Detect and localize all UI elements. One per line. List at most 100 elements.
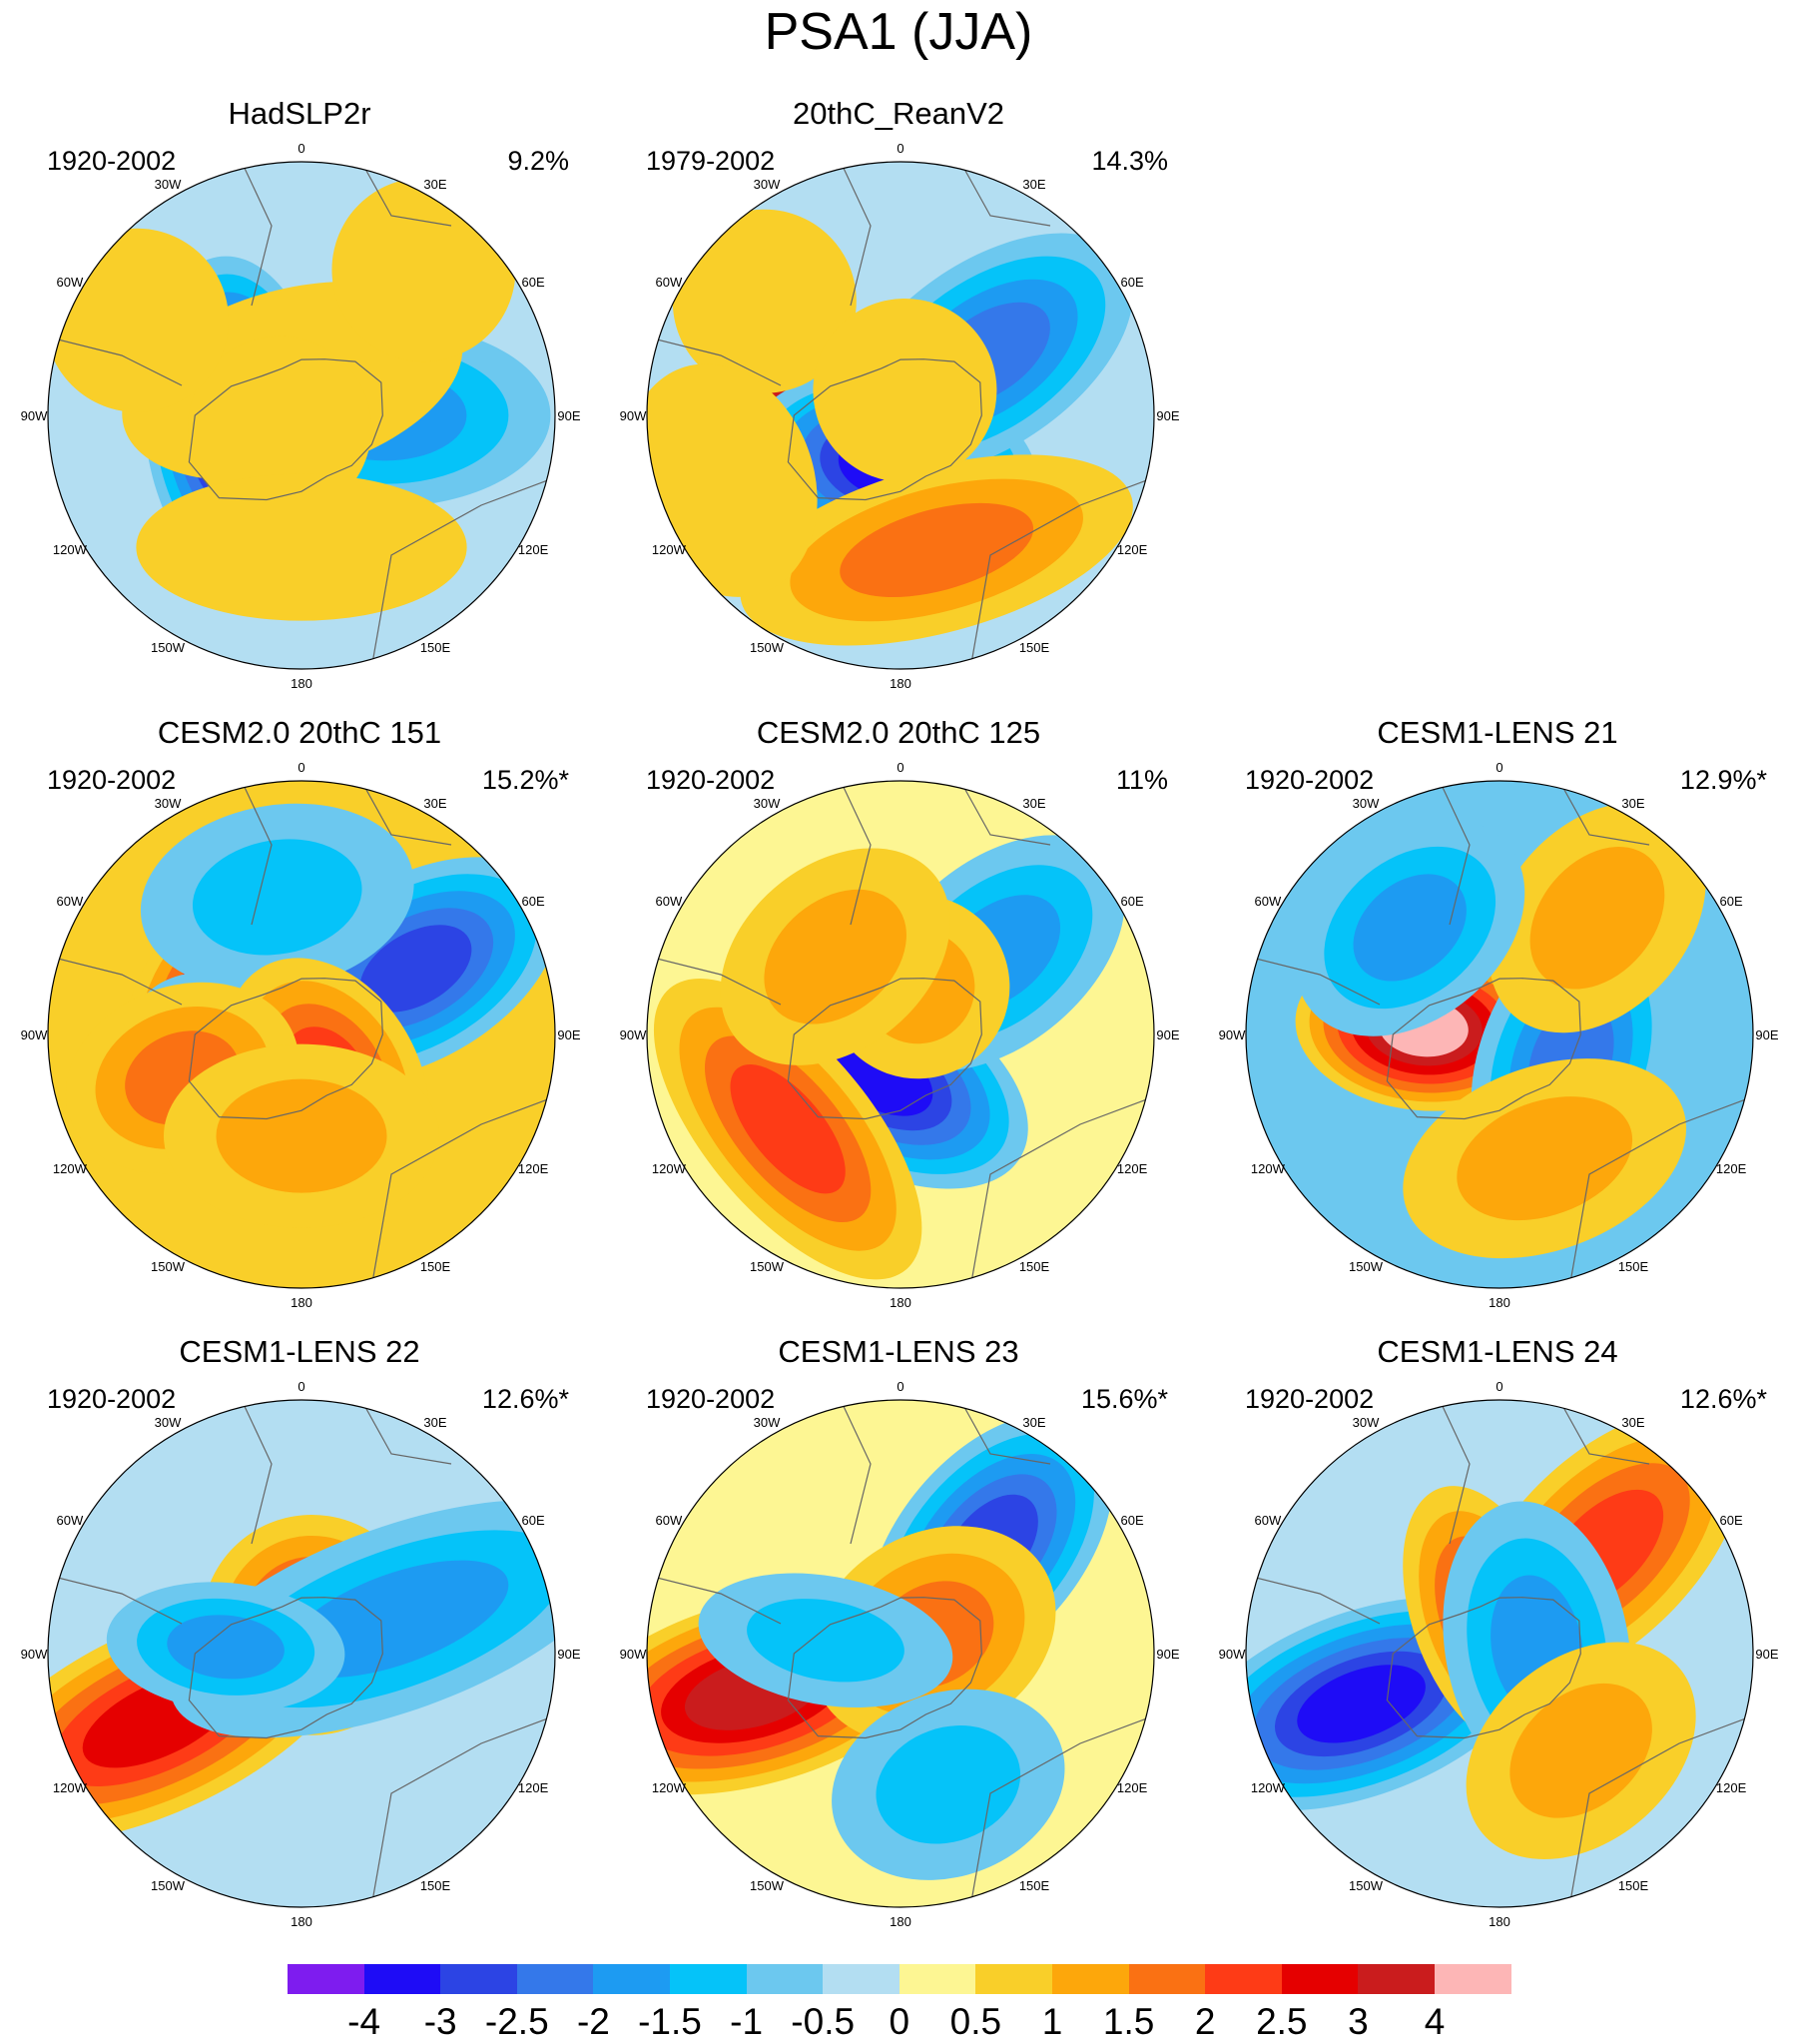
panel-variance: 14.3% — [1091, 146, 1168, 176]
colorbar-cell — [898, 1964, 976, 1994]
longitude-label: 150E — [1618, 1878, 1649, 1893]
longitude-label: 90W — [620, 1027, 647, 1042]
coastline — [48, 1573, 183, 1625]
panel-variance: 12.6%* — [481, 1384, 569, 1414]
contour-level — [876, 1725, 1021, 1844]
longitude-label: 30E — [423, 796, 446, 811]
coastline — [48, 335, 183, 386]
contour-level — [672, 209, 857, 393]
contour-level — [764, 889, 906, 1024]
colorbar-cell — [363, 1964, 441, 1994]
longitude-label: 0 — [298, 1379, 304, 1394]
map-border — [1245, 780, 1754, 1289]
longitude-label: 30E — [1022, 796, 1045, 811]
polar-map: 0 30E 60E 90E 120E 150E 180 150W 120W 90W 60W 30W — [21, 1379, 581, 1929]
colorbar-tick-label: 4 — [1424, 2001, 1446, 2042]
panel-variance: 12.9%* — [1679, 765, 1767, 795]
colorbar-cell — [823, 1964, 900, 1994]
longitude-label: 60E — [1720, 1513, 1743, 1528]
antarctica-coastline — [1386, 978, 1581, 1120]
panel-years: 1920-2002 — [47, 765, 177, 795]
coastline — [959, 781, 1051, 846]
longitude-label: 150E — [420, 1878, 451, 1893]
longitude-label: 30W — [155, 177, 182, 192]
panel-years: 1920-2002 — [1245, 765, 1375, 795]
longitude-label: 150E — [420, 1259, 451, 1274]
longitude-label: 120E — [518, 1780, 549, 1795]
polar-map: 0 30E 60E 90E 120E 150E 180 150W 120W 90W 60W 30W — [620, 760, 1180, 1310]
coastline — [969, 1093, 1154, 1288]
panel-years: 1920-2002 — [47, 1384, 177, 1414]
longitude-label: 120E — [1117, 542, 1148, 557]
coastline — [1568, 1093, 1753, 1288]
longitude-label: 90W — [21, 1027, 48, 1042]
longitude-label: 0 — [1496, 1379, 1502, 1394]
longitude-label: 120W — [53, 1780, 88, 1795]
longitude-label: 150W — [750, 640, 785, 655]
longitude-label: 90E — [557, 408, 580, 423]
longitude-label: 60E — [1121, 275, 1144, 290]
longitude-label: 180 — [291, 1914, 312, 1929]
colorbar-tick-label: -1 — [730, 2001, 764, 2042]
longitude-label: 90E — [1156, 408, 1179, 423]
colorbar-tick-label: 0.5 — [949, 2001, 1002, 2042]
longitude-label: 120W — [652, 542, 687, 557]
longitude-label: 120W — [53, 1161, 88, 1176]
colorbar-tick-label: -4 — [347, 2001, 381, 2042]
longitude-label: 30W — [754, 1415, 781, 1430]
figure-title: PSA1 (JJA) — [764, 3, 1033, 61]
panel-title: CESM1-LENS 24 — [1377, 1334, 1618, 1369]
coastline — [370, 474, 555, 669]
coastline — [959, 1400, 1051, 1465]
longitude-label: 150W — [1349, 1259, 1384, 1274]
contour-level — [192, 839, 362, 956]
map-border — [47, 1399, 556, 1908]
contour-level — [730, 1064, 846, 1194]
longitude-label: 60E — [522, 275, 545, 290]
antarctica-coastline — [188, 978, 383, 1120]
longitude-label: 30W — [754, 796, 781, 811]
longitude-label: 60W — [656, 275, 683, 290]
antarctica-coastline — [787, 358, 982, 501]
map-border — [646, 780, 1155, 1289]
coastline — [647, 1573, 782, 1625]
panel-variance: 12.6%* — [1679, 1384, 1767, 1414]
colorbar-cell — [1281, 1964, 1359, 1994]
longitude-label: 30W — [1353, 796, 1380, 811]
panel-variance: 15.2%* — [481, 765, 569, 795]
colorbar-cell — [1358, 1964, 1436, 1994]
polar-map: 0 30E 60E 90E 120E 150E 180 150W 120W 90W 60W 30W — [21, 760, 581, 1310]
longitude-label: 0 — [897, 1379, 903, 1394]
colorbar-cell — [670, 1964, 748, 1994]
panel-years: 1920-2002 — [646, 1384, 776, 1414]
longitude-label: 150E — [420, 640, 451, 655]
colorbar-cell — [746, 1964, 824, 1994]
longitude-label: 150W — [151, 1878, 186, 1893]
panel-title: CESM1-LENS 21 — [1377, 715, 1618, 750]
antarctica-coastline — [188, 1597, 383, 1739]
longitude-label: 120E — [518, 542, 549, 557]
panel-variance: 9.2% — [507, 146, 569, 176]
coastline — [1246, 1573, 1381, 1625]
longitude-label: 30W — [754, 177, 781, 192]
coastline — [360, 781, 452, 846]
colorbar-cell — [440, 1964, 518, 1994]
longitude-label: 120E — [1117, 1780, 1148, 1795]
longitude-label: 60E — [1121, 1513, 1144, 1528]
longitude-label: 30E — [423, 177, 446, 192]
panel-title: CESM2.0 20thC 151 — [157, 715, 442, 750]
coastline — [241, 781, 273, 926]
longitude-label: 150E — [1618, 1259, 1649, 1274]
colorbar-cell — [593, 1964, 671, 1994]
colorbar-tick-label: 1 — [1041, 2001, 1063, 2042]
map-border — [1245, 1399, 1754, 1908]
longitude-label: 180 — [890, 676, 911, 691]
coastline — [969, 474, 1154, 669]
longitude-label: 90E — [1156, 1027, 1179, 1042]
longitude-label: 180 — [1489, 1295, 1510, 1310]
coastline — [370, 1093, 555, 1288]
contour-level — [216, 1078, 387, 1193]
longitude-label: 60W — [656, 894, 683, 909]
colorbar-cell — [1128, 1964, 1206, 1994]
longitude-label: 60W — [57, 894, 84, 909]
